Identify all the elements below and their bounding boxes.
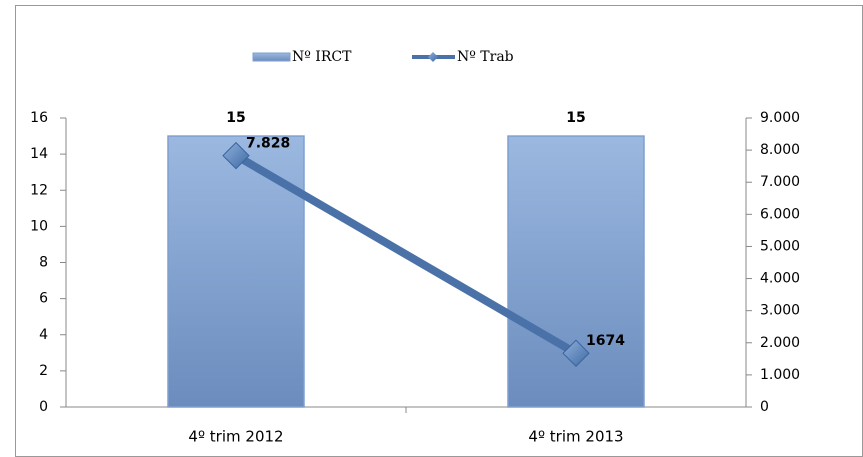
x-tick-label: 4º trim 2013 [528,428,623,446]
y-tick-label: 8 [39,255,48,271]
y2-tick-label: 1.000 [760,367,800,383]
y2-tick-label: 8.000 [760,142,800,158]
y-tick-label: 6 [39,291,48,307]
y2-tick-label: 5.000 [760,238,800,254]
line-marker [222,141,250,170]
y-tick-label: 0 [39,399,48,415]
line-value-label: 1674 [586,333,625,349]
bar-value-label: 15 [566,110,585,126]
bar [167,135,305,408]
y-tick-label: 12 [30,182,48,198]
y2-tick-label: 6.000 [760,206,800,222]
y2-tick-label: 4.000 [760,271,800,287]
y-tick-label: 2 [39,363,48,379]
bar-value-label: 15 [226,110,245,126]
y2-tick-label: 9.000 [760,110,800,126]
y2-tick-label: 7.000 [760,174,800,190]
line-value-label: 7.828 [246,136,290,152]
legend-label: Nº Trab [457,49,514,65]
chart-frame [15,5,863,457]
y-tick-label: 4 [39,327,48,343]
legend-swatch-marker [428,52,438,62]
legend-swatch [252,52,291,62]
y-tick-label: 14 [30,146,48,162]
line-marker [562,339,590,367]
y-tick-label: 10 [30,218,48,234]
legend-label: Nº IRCT [292,49,352,65]
x-tick-label: 4º trim 2012 [188,428,283,446]
y2-tick-label: 2.000 [760,335,800,351]
y2-tick-label: 0 [760,399,769,415]
line [233,152,579,357]
y2-tick-label: 3.000 [760,303,800,319]
y-tick-label: 16 [30,110,48,126]
